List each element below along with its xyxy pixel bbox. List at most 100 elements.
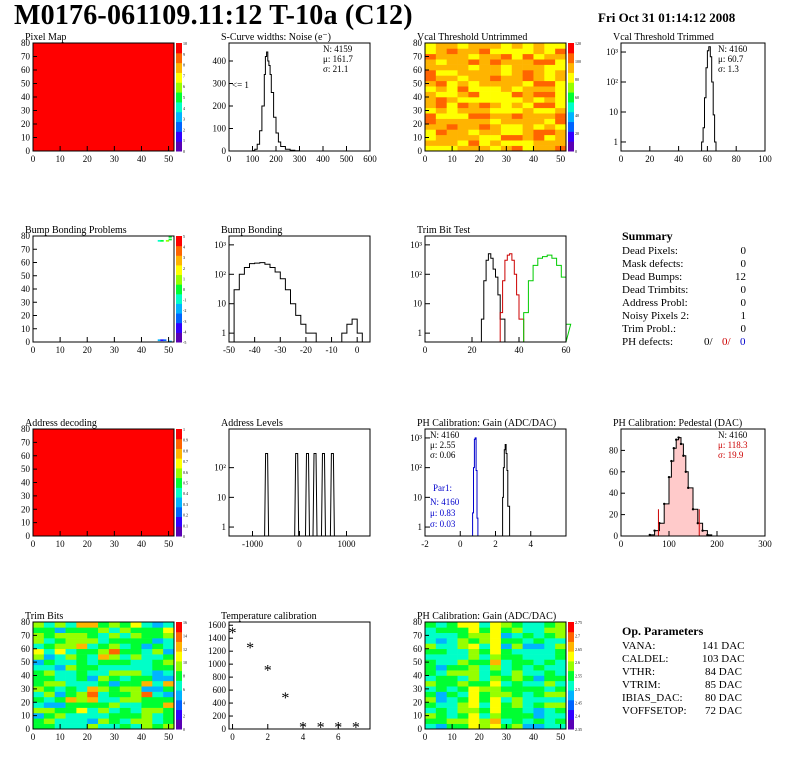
heatmap-cell: [87, 638, 99, 644]
heatmap-cell: [500, 140, 513, 146]
color-bar-segment: [176, 121, 182, 132]
y-tick-label: 400: [213, 56, 227, 66]
heatmap-cell: [435, 643, 447, 650]
heatmap-cell: [468, 654, 480, 660]
heatmap-cell: [468, 680, 480, 687]
heatmap-cell: [76, 654, 88, 660]
x-tick-label: 0: [355, 345, 360, 355]
heatmap-cell: [544, 53, 556, 60]
heatmap-cell: [435, 632, 447, 639]
y-tick-label: 10: [413, 133, 423, 143]
heatmap-cell: [446, 102, 458, 109]
heatmap-cell: [490, 648, 502, 655]
heatmap-cell: [425, 134, 437, 141]
heatmap-cell: [479, 707, 491, 714]
heatmap-cell: [43, 627, 55, 633]
heatmap-cell: [152, 691, 164, 698]
x-tick-label: 50: [164, 539, 174, 549]
heatmap-cell: [468, 80, 480, 87]
heatmap-cell: [435, 670, 447, 676]
heatmap-cell: [435, 91, 447, 98]
heatmap-cell: [33, 664, 45, 671]
heatmap-cell: [468, 659, 480, 666]
color-bar-segment: [568, 62, 574, 73]
heatmap-cell: [425, 113, 437, 119]
heatmap-cell: [457, 64, 469, 71]
heatmap-cell: [479, 102, 491, 109]
heatmap-cell: [511, 80, 523, 87]
heatmap-cell: [522, 675, 534, 682]
heatmap-cell: [533, 675, 545, 682]
heatmap-cell: [468, 718, 480, 724]
heatmap-cell: [54, 622, 66, 628]
color-bar: 2.35 2.4 2.45 2.5 2.55 2.6 2.65 2.7 2.75: [568, 620, 582, 732]
heatmap-cell: [511, 707, 523, 714]
color-bar-label: 0.2: [183, 513, 188, 518]
heatmap-cell: [152, 712, 164, 719]
heatmap-cell: [98, 664, 110, 671]
heatmap-cell: [54, 654, 66, 660]
heatmap-cell: [555, 70, 567, 76]
heatmap-cell: [522, 622, 534, 628]
pedestal-point: [653, 529, 656, 532]
heatmap-cell: [479, 691, 491, 698]
color-bar-segment: [568, 121, 574, 132]
heatmap-cell: [533, 86, 545, 92]
heatmap-cell: [108, 638, 121, 644]
heatmap-cell: [446, 107, 458, 114]
y-tick-label: 1000: [208, 659, 227, 669]
heatmap-cell: [43, 712, 55, 719]
y-tick-label: 80: [21, 38, 31, 48]
heatmap-cell: [555, 43, 567, 49]
y-tick-label: 10: [413, 299, 423, 309]
heatmap-cell: [511, 86, 523, 92]
heatmap-cell: [511, 648, 523, 655]
heatmap-cell: [119, 659, 131, 666]
color-bar-segment: [568, 111, 574, 123]
y-tick-label: 60: [609, 467, 619, 477]
heatmap-cell: [43, 691, 55, 698]
y-tick-label: 60: [21, 65, 31, 75]
heatmap-cell: [468, 107, 480, 114]
heatmap-cell: [141, 664, 153, 671]
color-bar-segment: [176, 497, 182, 508]
y-tick-label: 30: [21, 106, 31, 116]
heatmap-cell: [511, 670, 523, 676]
table-title: Summary: [622, 229, 673, 243]
heatmap-cell: [130, 659, 142, 666]
heatmap-cell: [425, 648, 437, 655]
color-bar: 0 0.1 0.2 0.3 0.4 0.5 0.6 0.7 0.8 0.9 1: [176, 427, 188, 539]
color-bar-label: 7: [183, 73, 185, 78]
heatmap-cell: [490, 91, 502, 98]
heatmap-cell: [468, 102, 480, 109]
heatmap-cell: [511, 622, 523, 628]
heatmap-cell: [490, 680, 502, 687]
y-tick-label: 10: [413, 492, 423, 502]
heatmap-cell: [479, 659, 491, 666]
heatmap-cell: [468, 134, 480, 141]
x-tick-label: 2: [493, 539, 498, 549]
x-tick-label: 0: [230, 732, 235, 742]
heatmap-cell: [511, 134, 523, 141]
heatmap-cell: [533, 638, 545, 644]
x-tick-label: 50: [164, 345, 174, 355]
row-label: Dead Pixels:: [622, 245, 678, 257]
y-tick-label: 10²: [606, 77, 618, 87]
axes: 0 10 20 30 40 50 0 10 20 30 40 50 60 70 80: [21, 424, 174, 549]
x-tick-label: -20: [300, 345, 312, 355]
plot-title: Trim Bit Test: [417, 225, 470, 236]
heatmap-cell: [468, 675, 480, 682]
heatmap-cell: [522, 638, 534, 644]
heatmap-cell: [533, 691, 545, 698]
heatmap-cell: [522, 707, 534, 714]
heatmap-cell: [500, 670, 513, 676]
heatmap-cell: [511, 124, 523, 130]
heatmap-cell: [157, 339, 161, 342]
x-tick-label: 30: [502, 732, 512, 742]
heatmap-cell: [468, 113, 480, 119]
histogram-line: [700, 46, 718, 152]
heatmap-cell: [152, 643, 164, 650]
pedestal-point: [691, 508, 695, 511]
heatmap-cell: [490, 712, 502, 719]
ph-defects-value-1: 0/: [704, 336, 713, 348]
